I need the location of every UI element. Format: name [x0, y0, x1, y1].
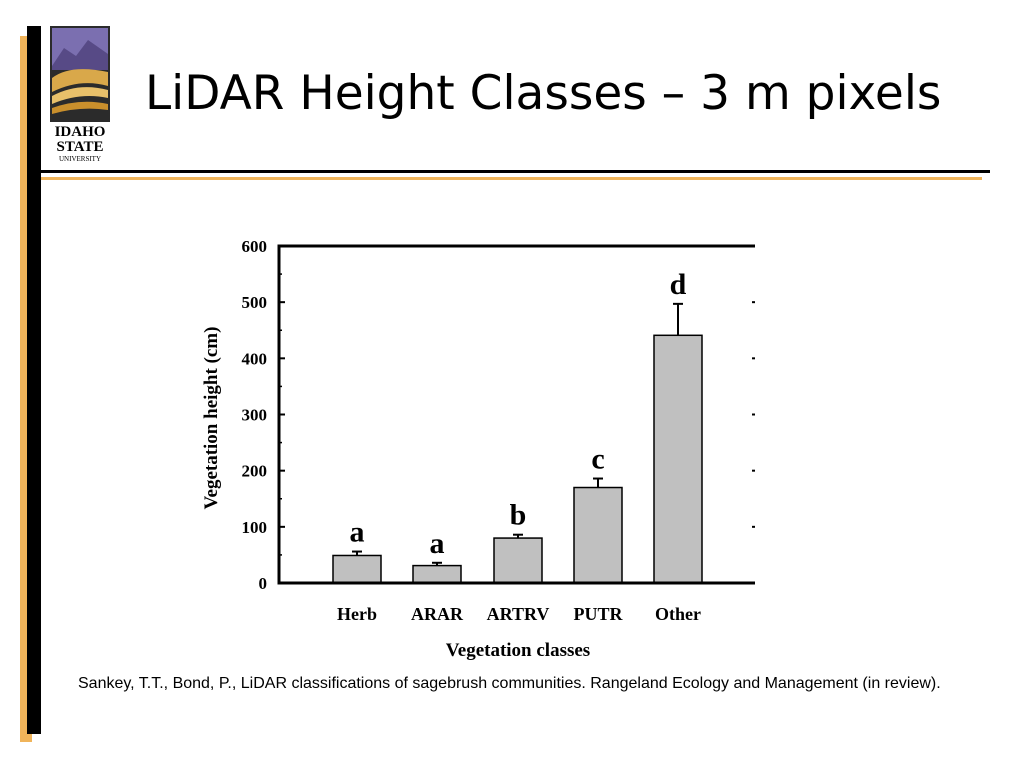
x-tick-label-artrv: ARTRV: [487, 604, 550, 624]
chart-bars: [332, 334, 703, 584]
y-tick-label-300: 300: [242, 406, 268, 425]
y-tick-label-600: 600: [242, 237, 268, 256]
accent-bar-black: [27, 26, 41, 734]
citation: Sankey, T.T., Bond, P., LiDAR classifica…: [78, 675, 941, 692]
y-axis-label: Vegetation height (cm): [201, 327, 222, 510]
bar-herb: [332, 554, 382, 584]
significance-letter-putr: c: [591, 443, 604, 476]
slide-title: LiDAR Height Classes – 3 m pixels: [145, 66, 942, 121]
x-tick-label-other: Other: [655, 604, 701, 624]
bar-putr: [573, 486, 623, 584]
bar-artrv: [493, 537, 543, 584]
x-tick-label-putr: PUTR: [574, 604, 624, 624]
x-axis-label: Vegetation classes: [446, 640, 590, 661]
y-tick-label-100: 100: [242, 518, 268, 537]
bar-other: [653, 334, 703, 584]
university-logo: IDAHO STATE UNIVERSITY: [50, 26, 110, 163]
significance-letter-artrv: b: [510, 499, 527, 532]
logo-line2: STATE: [57, 139, 104, 155]
significance-letter-herb: a: [350, 516, 365, 549]
significance-letter-arar: a: [430, 527, 445, 560]
bar-chart: a Herb a ARAR b ARTRV c PUTR d Other 0 100 200 300 400…: [201, 237, 755, 661]
y-tick-label-200: 200: [242, 462, 268, 481]
chart-labels: a Herb a ARAR b ARTRV c PUTR d Other 0 100 200 300 400…: [242, 237, 702, 624]
y-tick-label-0: 0: [259, 574, 268, 593]
x-tick-label-arar: ARAR: [411, 604, 464, 624]
logo-line1: IDAHO: [55, 124, 106, 140]
significance-letter-other: d: [670, 268, 687, 301]
chart-error-bars: [352, 302, 683, 566]
title-rule-black: [41, 170, 990, 173]
x-tick-label-herb: Herb: [337, 604, 377, 624]
y-tick-label-400: 400: [242, 349, 268, 368]
title-rule-orange: [41, 177, 982, 180]
logo-line3: UNIVERSITY: [59, 155, 101, 163]
bar-arar: [412, 564, 462, 584]
y-tick-label-500: 500: [242, 293, 268, 312]
chart-ticks: [279, 245, 755, 584]
